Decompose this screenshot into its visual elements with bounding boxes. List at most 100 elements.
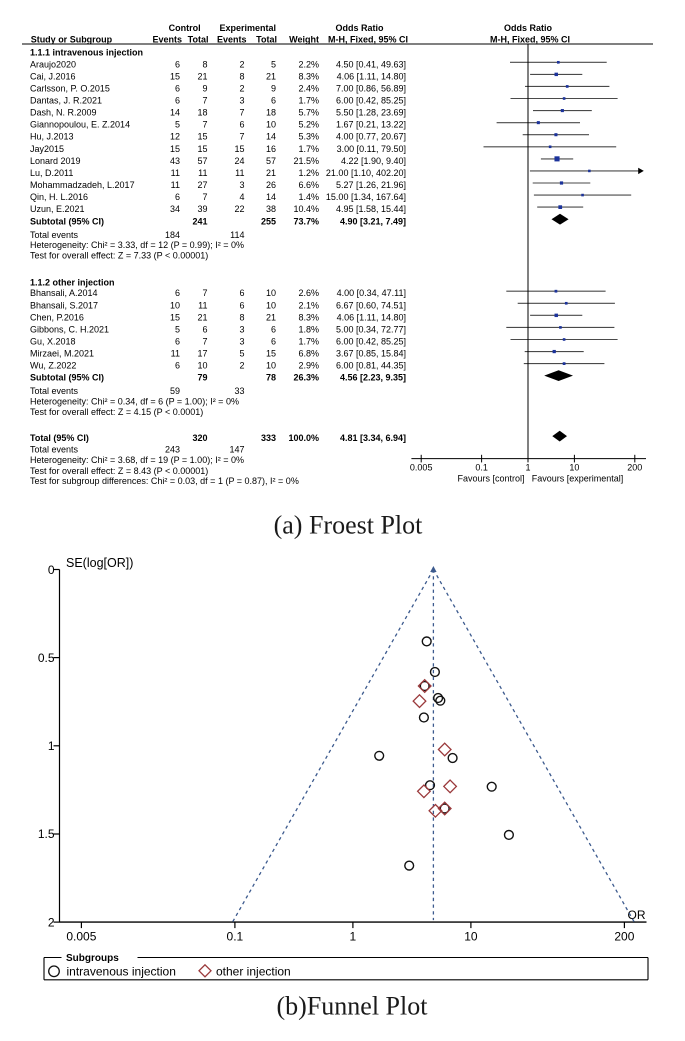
svg-text:1.67 [0.21, 13.22]: 1.67 [0.21, 13.22] — [336, 120, 406, 130]
svg-text:10.4%: 10.4% — [293, 204, 319, 214]
svg-text:6.00 [0.42, 85.25]: 6.00 [0.42, 85.25] — [336, 96, 406, 106]
svg-text:Bhansali, S.2017: Bhansali, S.2017 — [30, 300, 98, 310]
svg-text:320: 320 — [192, 433, 207, 443]
svg-text:38: 38 — [266, 204, 276, 214]
svg-text:5.00 [0.34, 72.77]: 5.00 [0.34, 72.77] — [336, 324, 406, 334]
svg-text:11: 11 — [171, 180, 180, 190]
svg-text:Study or Subgroup: Study or Subgroup — [31, 34, 113, 44]
svg-text:SE(log[OR]): SE(log[OR]) — [66, 556, 133, 570]
svg-text:2: 2 — [48, 915, 55, 929]
svg-text:26: 26 — [266, 180, 276, 190]
svg-text:Heterogeneity: Chi² = 3.68, df: Heterogeneity: Chi² = 3.68, df = 19 (P =… — [30, 455, 244, 465]
svg-text:4.00 [0.34, 47.11]: 4.00 [0.34, 47.11] — [337, 288, 406, 298]
svg-text:4.50 [0.41, 49.63]: 4.50 [0.41, 49.63] — [336, 59, 406, 69]
svg-text:1: 1 — [350, 930, 357, 944]
svg-text:7: 7 — [239, 108, 244, 118]
svg-text:Odds Ratio: Odds Ratio — [504, 23, 553, 33]
svg-text:Heterogeneity: Chi² = 0.34, df: Heterogeneity: Chi² = 0.34, df = 6 (P = … — [30, 397, 239, 407]
svg-text:10: 10 — [266, 120, 276, 130]
svg-text:14: 14 — [266, 192, 276, 202]
svg-text:Dash, N. R.2009: Dash, N. R.2009 — [30, 108, 97, 118]
svg-text:11: 11 — [198, 168, 207, 178]
svg-text:Giannopoulou, E. Z.2014: Giannopoulou, E. Z.2014 — [30, 120, 130, 130]
svg-text:184: 184 — [165, 230, 180, 240]
svg-text:43: 43 — [170, 156, 180, 166]
svg-text:1.8%: 1.8% — [298, 324, 319, 334]
svg-text:57: 57 — [266, 156, 276, 166]
svg-text:7.00 [0.86, 56.89]: 7.00 [0.86, 56.89] — [336, 83, 406, 93]
svg-text:10: 10 — [266, 300, 276, 310]
svg-text:6: 6 — [239, 288, 244, 298]
svg-text:14: 14 — [170, 108, 180, 118]
svg-text:Total (95% CI): Total (95% CI) — [30, 433, 89, 443]
svg-text:200: 200 — [614, 930, 634, 944]
svg-text:1.7%: 1.7% — [298, 96, 319, 106]
svg-text:Favours [control]: Favours [control] — [457, 474, 524, 484]
svg-text:M-H, Fixed, 95% CI: M-H, Fixed, 95% CI — [490, 34, 570, 44]
svg-text:6: 6 — [271, 96, 276, 106]
svg-text:7: 7 — [202, 192, 207, 202]
svg-text:3.67 [0.85, 15.84]: 3.67 [0.85, 15.84] — [336, 349, 406, 359]
svg-text:7: 7 — [202, 120, 207, 130]
svg-text:24: 24 — [234, 156, 244, 166]
svg-text:8: 8 — [239, 71, 244, 81]
svg-text:15: 15 — [170, 71, 180, 81]
svg-text:15: 15 — [234, 144, 244, 154]
svg-text:6: 6 — [175, 192, 180, 202]
svg-text:2: 2 — [239, 83, 244, 93]
svg-text:27: 27 — [197, 180, 207, 190]
svg-text:4.22 [1.90, 9.40]: 4.22 [1.90, 9.40] — [341, 156, 406, 166]
svg-text:114: 114 — [230, 230, 244, 240]
svg-text:18: 18 — [197, 108, 207, 118]
svg-text:3: 3 — [239, 324, 244, 334]
svg-text:Carlsson, P. O.2015: Carlsson, P. O.2015 — [30, 83, 110, 93]
svg-text:22: 22 — [234, 204, 244, 214]
svg-text:1.1.2 other injection: 1.1.2 other injection — [30, 277, 115, 287]
svg-text:Mirzaei, M.2021: Mirzaei, M.2021 — [30, 349, 94, 359]
svg-text:11: 11 — [198, 300, 207, 310]
svg-text:Control: Control — [169, 23, 201, 33]
svg-text:21: 21 — [266, 312, 276, 322]
svg-text:Hu, J.2013: Hu, J.2013 — [30, 132, 74, 142]
svg-text:3.00 [0.11, 79.50]: 3.00 [0.11, 79.50] — [337, 144, 406, 154]
svg-text:other injection: other injection — [216, 964, 291, 978]
svg-text:6.00 [0.81, 44.35]: 6.00 [0.81, 44.35] — [336, 361, 406, 371]
svg-text:6.00 [0.42, 85.25]: 6.00 [0.42, 85.25] — [336, 337, 406, 347]
svg-text:Araujo2020: Araujo2020 — [30, 59, 76, 69]
svg-text:6.6%: 6.6% — [298, 180, 319, 190]
svg-text:4.56 [2.23, 9.35]: 4.56 [2.23, 9.35] — [340, 373, 406, 383]
svg-text:Gu, X.2018: Gu, X.2018 — [30, 337, 76, 347]
svg-text:243: 243 — [165, 445, 180, 455]
svg-text:9: 9 — [271, 83, 276, 93]
svg-text:Total events: Total events — [30, 445, 79, 455]
svg-text:Test for overall effect: Z = 7: Test for overall effect: Z = 7.33 (P < 0… — [30, 250, 208, 260]
svg-text:4.90 [3.21, 7.49]: 4.90 [3.21, 7.49] — [340, 216, 406, 226]
svg-text:7: 7 — [239, 132, 244, 142]
svg-text:(a) Froest Plot: (a) Froest Plot — [274, 511, 424, 540]
svg-text:5: 5 — [175, 324, 180, 334]
svg-text:6: 6 — [175, 83, 180, 93]
svg-text:Jay2015: Jay2015 — [30, 144, 64, 154]
svg-text:12: 12 — [170, 132, 180, 142]
svg-text:15: 15 — [197, 132, 207, 142]
svg-text:6: 6 — [175, 59, 180, 69]
svg-text:4.06 [1.11, 14.80]: 4.06 [1.11, 14.80] — [337, 312, 406, 322]
svg-text:Favours [experimental]: Favours [experimental] — [532, 474, 624, 484]
svg-text:4.06 [1.11, 14.80]: 4.06 [1.11, 14.80] — [337, 71, 406, 81]
svg-text:15: 15 — [170, 144, 180, 154]
svg-text:intravenous injection: intravenous injection — [67, 964, 176, 978]
svg-text:5.3%: 5.3% — [298, 132, 319, 142]
svg-text:26.3%: 26.3% — [293, 373, 319, 383]
svg-text:Events: Events — [217, 34, 247, 44]
svg-text:Weight: Weight — [289, 34, 319, 44]
svg-text:Bhansali, A.2014: Bhansali, A.2014 — [30, 288, 98, 298]
svg-text:11: 11 — [235, 168, 244, 178]
svg-text:6: 6 — [239, 300, 244, 310]
svg-text:59: 59 — [170, 386, 180, 396]
svg-text:255: 255 — [261, 216, 276, 226]
svg-text:2.4%: 2.4% — [298, 83, 319, 93]
svg-text:Subtotal (95% CI): Subtotal (95% CI) — [30, 216, 104, 226]
svg-text:Uzun, E.2021: Uzun, E.2021 — [30, 204, 85, 214]
svg-text:Subtotal (95% CI): Subtotal (95% CI) — [30, 373, 104, 383]
svg-text:15: 15 — [170, 312, 180, 322]
